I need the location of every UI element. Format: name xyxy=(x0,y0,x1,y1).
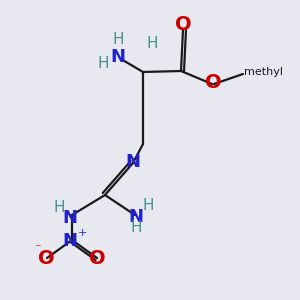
Text: N: N xyxy=(128,208,143,226)
Text: +: + xyxy=(77,228,87,238)
Text: H: H xyxy=(112,32,124,47)
Text: N: N xyxy=(62,209,77,227)
Text: H: H xyxy=(53,200,65,214)
Text: ⁻: ⁻ xyxy=(34,242,40,256)
Text: H: H xyxy=(146,37,158,52)
Text: H: H xyxy=(130,220,142,236)
Text: O: O xyxy=(175,14,191,34)
Text: N: N xyxy=(110,48,125,66)
Text: methyl: methyl xyxy=(244,67,283,77)
Text: H: H xyxy=(142,199,154,214)
Text: O: O xyxy=(205,74,221,92)
Text: O: O xyxy=(38,248,54,268)
Text: N: N xyxy=(62,232,77,250)
Text: O: O xyxy=(89,248,105,268)
Text: N: N xyxy=(125,153,140,171)
Text: H: H xyxy=(97,56,109,71)
